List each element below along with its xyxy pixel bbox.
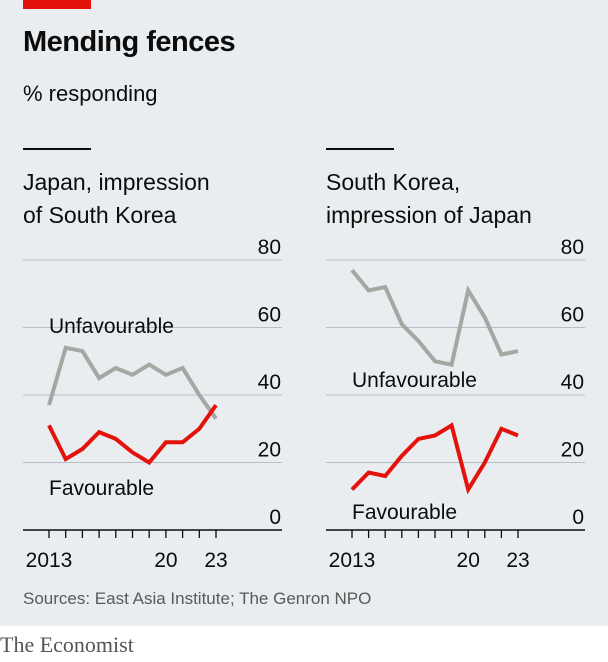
series-line-favourable [47, 403, 218, 466]
panel-rule-left [23, 148, 91, 150]
x-tick-label-20: 20 [154, 549, 177, 572]
x-tick-label-2013: 2013 [329, 549, 376, 572]
x-tick-label-23: 23 [204, 549, 227, 572]
chart-subtitle: % responding [23, 81, 158, 106]
y-tick-label-60: 60 [561, 304, 584, 327]
series-label-favourable: Favourable [352, 501, 457, 524]
y-tick-label-80: 80 [561, 236, 584, 259]
brand-red-tag [23, 0, 91, 9]
series-label-unfavourable: Unfavourable [49, 315, 174, 338]
series-line-unfavourable [350, 268, 519, 367]
panel-title-japan-line-1: Japan, impression [23, 169, 210, 195]
chart-south-korea: 0 20 40 60 80 2013 20 23 Unfavourable Favourable [326, 236, 585, 572]
panel-title-south-korea-line-1: South Korea, [326, 169, 461, 195]
y-tick-label-0: 0 [269, 506, 281, 529]
x-tick-label-23: 23 [506, 549, 529, 572]
panel-title-japan: Japan, impression of South Korea [23, 166, 210, 232]
chart-panel [0, 0, 608, 626]
y-tick-label-20: 20 [561, 439, 584, 462]
series-line-unfavourable [47, 345, 218, 420]
brand-wordmark: The Economist [0, 632, 134, 657]
series-label-favourable: Favourable [49, 477, 154, 500]
panel-rule-right [326, 148, 394, 150]
y-tick-label-40: 40 [258, 371, 281, 394]
panel-title-south-korea-line-2: impression of Japan [326, 202, 532, 228]
y-tick-label-80: 80 [258, 236, 281, 259]
source-note: Sources: East Asia Institute; The Genron… [23, 589, 372, 608]
panel-title-south-korea: South Korea, impression of Japan [326, 166, 532, 232]
y-tick-label-0: 0 [572, 506, 584, 529]
chart-japan: 0 20 40 60 80 2013 20 23 Unfavourable Favourable [23, 236, 282, 572]
series-label-unfavourable: Unfavourable [352, 369, 477, 392]
x-tick-label-20: 20 [457, 549, 480, 572]
panel-title-japan-line-2: of South Korea [23, 202, 177, 228]
y-tick-label-60: 60 [258, 304, 281, 327]
x-tick-label-2013: 2013 [26, 549, 73, 572]
y-tick-label-40: 40 [561, 371, 584, 394]
y-tick-label-20: 20 [258, 439, 281, 462]
chart-title: Mending fences [23, 26, 236, 58]
series-line-favourable [350, 422, 519, 495]
